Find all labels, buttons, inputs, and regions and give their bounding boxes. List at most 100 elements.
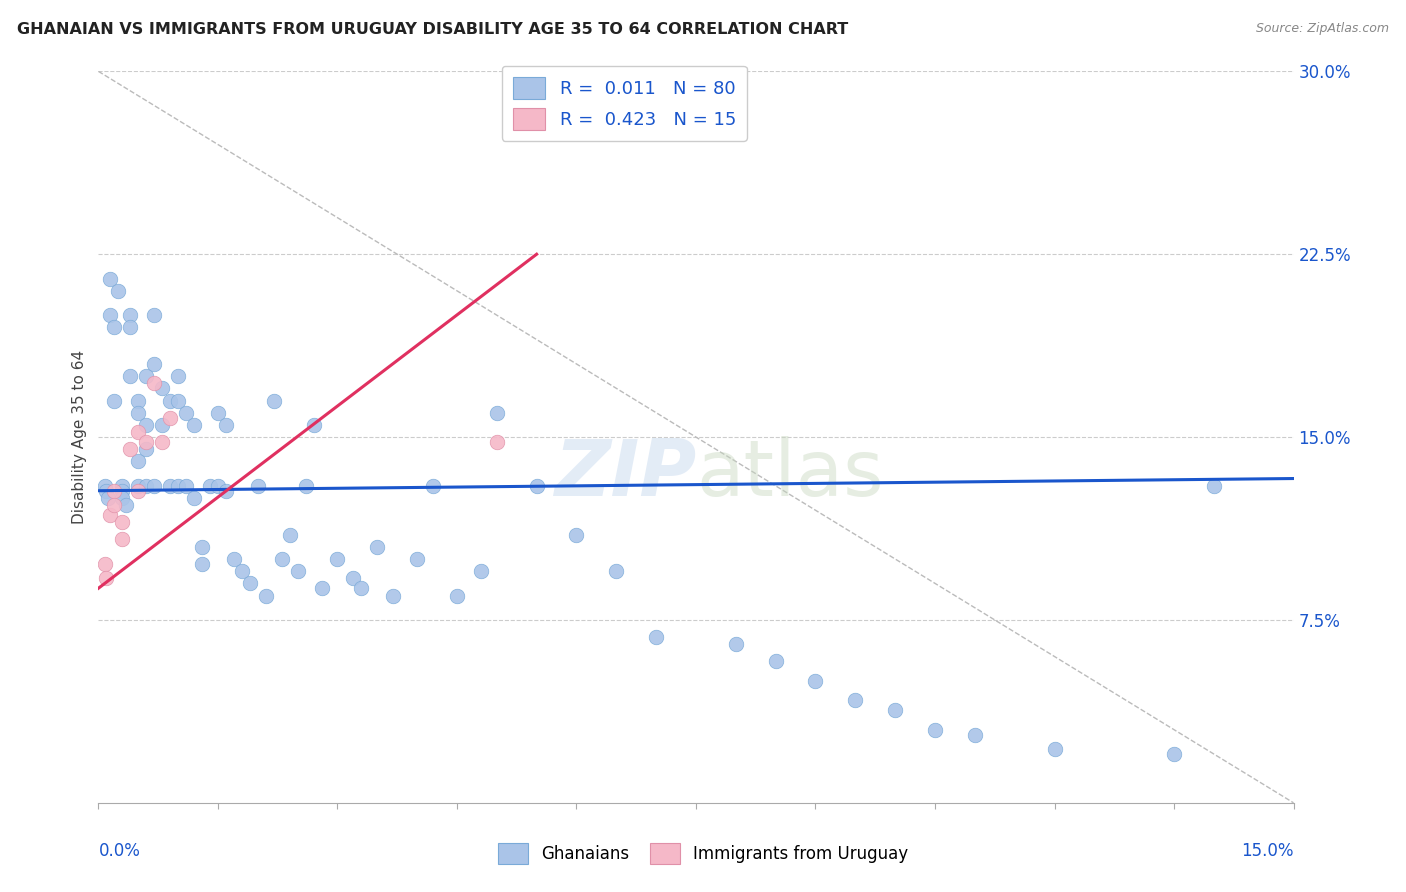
Point [98,508,122,522]
Point [302,417,325,432]
Point [127,425,149,440]
Point [120,308,142,322]
Point [98,308,122,322]
Point [422,479,444,493]
Point [97,491,120,505]
Text: ZIP: ZIP [554,435,696,512]
Point [111,479,134,493]
Point [183,417,205,432]
Legend: R =  0.011   N = 80, R =  0.423   N = 15: R = 0.011 N = 80, R = 0.423 N = 15 [502,66,747,141]
Point [239,576,262,591]
Point [366,540,388,554]
Point [127,454,149,468]
Point [174,406,197,420]
Point [135,442,157,457]
Point [1202,479,1225,493]
Point [222,552,245,566]
Point [98,271,122,285]
Point [350,581,373,595]
Point [94,479,117,493]
Point [135,434,157,449]
Point [1043,742,1066,756]
Point [605,564,627,578]
Point [150,381,173,395]
Legend: Ghanaians, Immigrants from Uruguay: Ghanaians, Immigrants from Uruguay [491,837,915,871]
Point [103,483,125,498]
Point [127,406,149,420]
Point [167,369,190,384]
Point [143,357,166,371]
Text: GHANAIAN VS IMMIGRANTS FROM URUGUAY DISABILITY AGE 35 TO 64 CORRELATION CHART: GHANAIAN VS IMMIGRANTS FROM URUGUAY DISA… [17,22,848,37]
Point [278,527,301,541]
Point [159,393,181,408]
Point [246,479,269,493]
Point [526,479,548,493]
Point [382,589,405,603]
Text: 15.0%: 15.0% [1241,842,1294,860]
Point [96,572,118,586]
Point [645,630,668,644]
Point [311,581,333,595]
Y-axis label: Disability Age 35 to 64: Disability Age 35 to 64 [72,350,87,524]
Point [143,308,166,322]
Point [103,499,125,513]
Point [191,557,214,571]
Point [1163,747,1185,761]
Point [120,369,142,384]
Point [135,369,157,384]
Text: atlas: atlas [696,435,883,512]
Point [150,434,173,449]
Point [963,727,986,741]
Point [96,483,118,498]
Point [446,589,468,603]
Point [111,483,134,498]
Point [167,393,190,408]
Point [111,533,134,547]
Point [167,479,190,493]
Point [120,320,142,334]
Point [135,479,157,493]
Point [127,479,149,493]
Point [174,479,197,493]
Point [135,417,157,432]
Point [207,406,229,420]
Point [159,479,181,493]
Point [143,479,166,493]
Point [215,417,238,432]
Point [724,637,747,651]
Point [103,393,125,408]
Point [884,703,907,717]
Point [844,693,866,707]
Point [485,406,508,420]
Point [294,479,316,493]
Point [120,442,142,457]
Point [254,589,277,603]
Point [191,540,214,554]
Point [183,491,205,505]
Point [765,654,787,668]
Point [198,479,221,493]
Point [207,479,229,493]
Point [103,320,125,334]
Point [231,564,253,578]
Point [406,552,429,566]
Point [470,564,492,578]
Point [94,557,117,571]
Point [159,410,181,425]
Point [127,483,149,498]
Point [107,284,129,298]
Point [565,527,588,541]
Point [111,516,134,530]
Point [924,723,946,737]
Point [127,393,149,408]
Point [270,552,292,566]
Point [215,483,238,498]
Point [111,491,134,505]
Point [115,499,138,513]
Text: 0.0%: 0.0% [98,842,141,860]
Point [342,572,364,586]
Point [263,393,285,408]
Point [804,673,827,688]
Text: Source: ZipAtlas.com: Source: ZipAtlas.com [1256,22,1389,36]
Point [485,434,508,449]
